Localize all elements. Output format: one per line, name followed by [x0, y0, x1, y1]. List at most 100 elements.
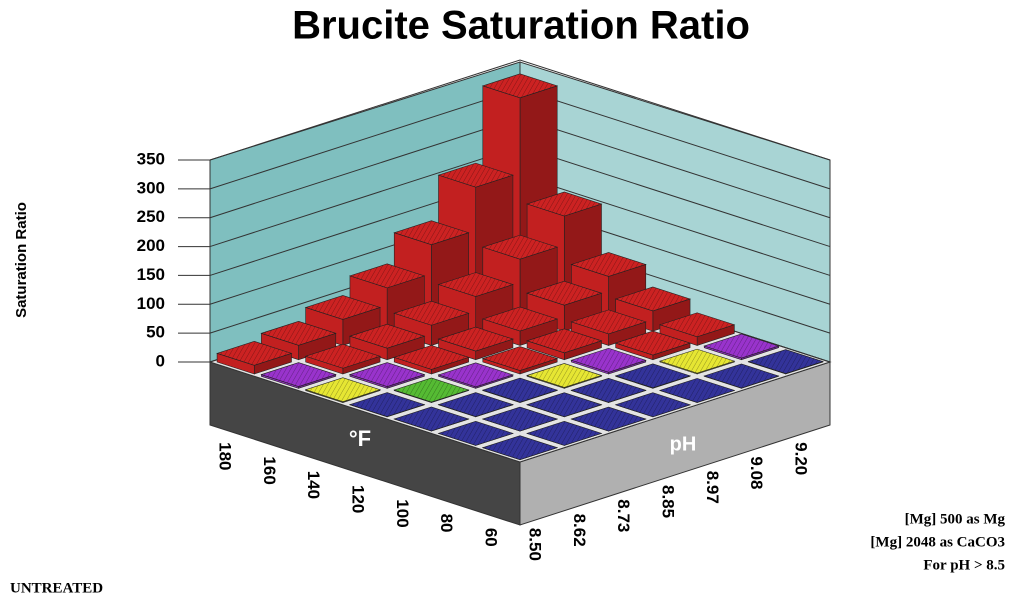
- x-tick-label: 180: [216, 442, 235, 470]
- bar-top-hatch: [571, 252, 646, 277]
- z-tick-label: 8.85: [659, 485, 678, 518]
- bar: [437, 421, 514, 446]
- bar-top-hatch: [349, 362, 425, 387]
- y-tick-label: 350: [137, 149, 165, 168]
- bar: [614, 363, 692, 389]
- bar: [260, 320, 337, 361]
- bar: [570, 309, 647, 346]
- bar: [526, 392, 603, 418]
- bar: [393, 377, 470, 403]
- z-tick-label: 8.73: [614, 499, 633, 532]
- bar-top-hatch: [438, 362, 513, 387]
- bar-top-hatch: [482, 378, 558, 403]
- bar-top-hatch: [704, 363, 779, 388]
- bar-top-hatch: [305, 295, 381, 320]
- bar: [348, 323, 426, 361]
- bar-top-hatch: [571, 348, 646, 373]
- bar-top-hatch: [615, 331, 691, 356]
- bar-top-hatch: [261, 362, 336, 387]
- bar: [526, 363, 603, 389]
- bar-top-hatch: [659, 349, 735, 374]
- bar: [614, 392, 692, 418]
- bar: [393, 345, 470, 375]
- bar-top-hatch: [527, 192, 602, 216]
- x-tick-label: 120: [349, 485, 368, 513]
- bars: [216, 73, 824, 461]
- bar: [658, 348, 736, 375]
- bar-top-hatch: [394, 406, 469, 431]
- bar: [437, 326, 514, 361]
- z-tick-label: 8.50: [526, 528, 545, 561]
- y-tick-label: 0: [156, 351, 165, 370]
- bar: [437, 392, 514, 418]
- bar: [481, 435, 559, 461]
- bar: [216, 341, 293, 375]
- bar-top-hatch: [482, 407, 558, 432]
- y-tick-label: 300: [137, 178, 165, 197]
- bar-top-hatch: [571, 407, 646, 432]
- bar: [348, 362, 426, 389]
- bar: [304, 295, 382, 346]
- bar-top-hatch: [438, 421, 513, 446]
- bar-top-hatch: [615, 363, 691, 388]
- bar-top-hatch: [349, 263, 425, 288]
- bar-top-hatch: [571, 309, 646, 334]
- bar-top-hatch: [438, 392, 513, 417]
- bar-top-hatch: [659, 378, 735, 403]
- bar-top-hatch: [704, 333, 779, 358]
- bar: [481, 346, 559, 375]
- z-tick-label: 8.97: [703, 471, 722, 504]
- bar-top-hatch: [349, 324, 425, 349]
- x-tick-label: 60: [481, 528, 500, 547]
- bar-top-hatch: [394, 377, 469, 402]
- bar: [348, 392, 426, 418]
- y-tick-label: 150: [137, 265, 165, 284]
- chart-title: Brucite Saturation Ratio: [292, 4, 750, 48]
- bar: [570, 406, 647, 432]
- bar-top-hatch: [482, 73, 558, 98]
- y-tick-label: 50: [146, 323, 165, 342]
- bar-top-hatch: [527, 328, 602, 353]
- bar-top-hatch: [659, 312, 735, 337]
- grid-line: [209, 59, 831, 161]
- bar-top-hatch: [527, 281, 602, 306]
- bar-top-hatch: [527, 421, 602, 446]
- bar-top-hatch: [527, 392, 602, 417]
- bar: [481, 377, 559, 403]
- bar: [658, 312, 736, 346]
- annotation: [Mg] 2048 as CaCO3: [870, 534, 1005, 550]
- bar: [703, 363, 780, 389]
- bar-top-hatch: [305, 377, 381, 402]
- bar-top-hatch: [615, 392, 691, 417]
- y-tick-label: 100: [137, 294, 165, 313]
- x-tick-label: 160: [260, 456, 279, 484]
- bar-top-hatch: [438, 327, 513, 352]
- bar-top-hatch: [305, 344, 381, 369]
- bar-top-hatch: [615, 286, 691, 311]
- x-tick-label: 140: [304, 471, 323, 499]
- y-axis-label: Saturation Ratio: [13, 202, 30, 318]
- bar: [658, 378, 736, 403]
- bar: [570, 377, 647, 403]
- z-tick-label: 9.20: [791, 442, 810, 475]
- y-tick-label: 200: [137, 236, 165, 255]
- bar: [481, 406, 559, 432]
- z-tick-label: 9.08: [747, 456, 766, 489]
- z-axis-label: pH: [670, 433, 697, 455]
- x-axis-label: °F: [349, 426, 371, 451]
- bar: [526, 421, 603, 446]
- bar-top-hatch: [482, 235, 558, 260]
- x-tick-label: 100: [393, 499, 412, 527]
- bar-top-hatch: [482, 346, 558, 371]
- annotation: [Mg] 500 as Mg: [905, 511, 1006, 527]
- bar-top-hatch: [748, 349, 823, 374]
- y-tick-label: 250: [137, 207, 165, 226]
- bar: [393, 406, 470, 432]
- bar-top-hatch: [438, 272, 513, 297]
- bar-top-hatch: [571, 378, 646, 403]
- bar: [747, 349, 824, 375]
- bar: [614, 330, 692, 361]
- bar: [260, 362, 337, 389]
